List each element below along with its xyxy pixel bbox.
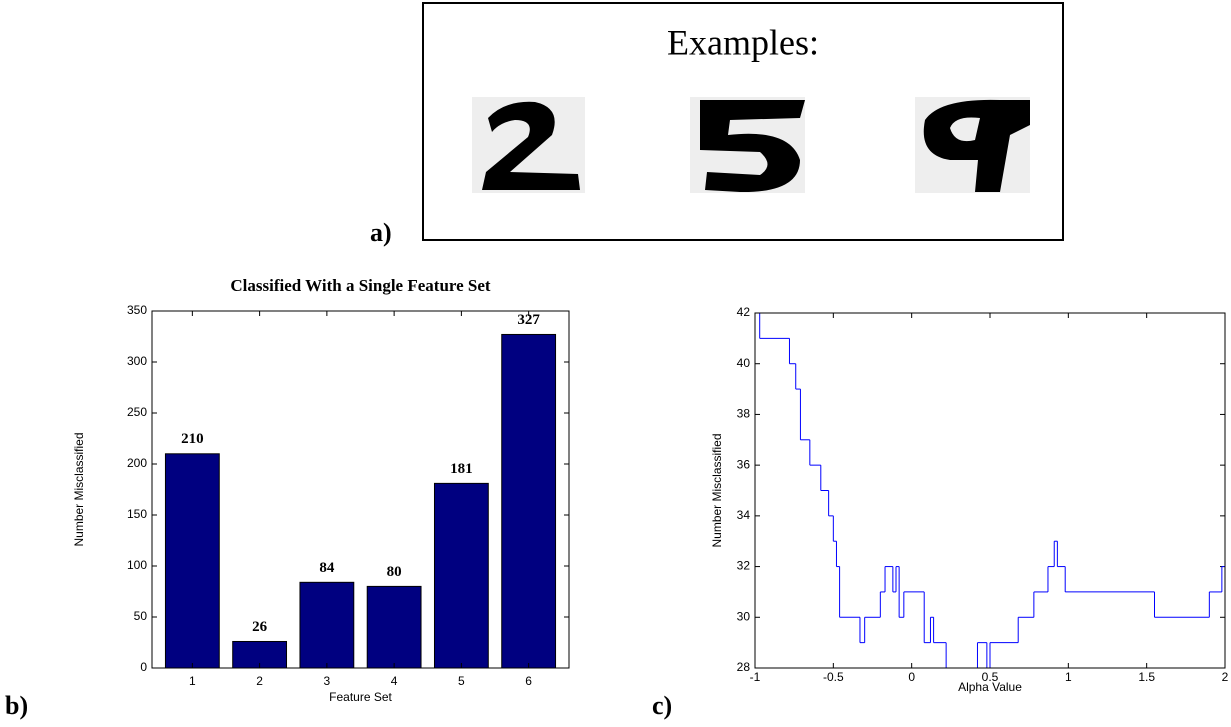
data-label: 84 — [319, 560, 335, 576]
y-tick-label: 28 — [737, 660, 751, 674]
y-tick-label: 36 — [737, 457, 751, 471]
y-tick-label: 200 — [127, 456, 147, 470]
x-axis-label: Feature Set — [329, 690, 392, 704]
x-tick-label: 1 — [189, 674, 196, 688]
x-tick-label: -1 — [750, 670, 761, 684]
y-tick-label: 250 — [127, 405, 147, 419]
bar — [501, 333, 557, 669]
bar — [299, 581, 355, 669]
examples-title: Examples: — [667, 22, 819, 62]
y-axis-label: Number Misclassified — [710, 433, 724, 547]
x-tick-label: 2 — [256, 674, 263, 688]
y-tick-label: 150 — [127, 507, 147, 521]
x-tick-label: 2 — [1222, 670, 1229, 684]
x-tick-label: 0.5 — [982, 670, 999, 684]
x-tick-label: 6 — [525, 674, 532, 688]
x-tick-label: 5 — [458, 674, 465, 688]
y-tick-label: 30 — [737, 609, 751, 623]
chart-title: Classified With a Single Feature Set — [230, 276, 491, 295]
panel-label: c) — [652, 691, 672, 720]
data-label: 210 — [181, 431, 204, 447]
plot-frame — [151, 310, 570, 669]
y-tick-label: 50 — [134, 609, 148, 623]
y-tick-label: 350 — [127, 303, 147, 317]
y-tick-label: 300 — [127, 354, 147, 368]
y-tick-label: 38 — [737, 407, 751, 421]
digit-image — [915, 97, 1030, 193]
data-label: 181 — [450, 461, 473, 477]
examples-box — [422, 2, 1064, 241]
x-tick-label: 1.5 — [1138, 670, 1155, 684]
x-tick-label: -0.5 — [823, 670, 844, 684]
panel-label: a) — [370, 218, 392, 247]
y-tick-label: 0 — [140, 660, 147, 674]
x-tick-label: 4 — [391, 674, 398, 688]
digit-image — [472, 97, 585, 193]
bar — [366, 585, 422, 669]
x-tick-label: 3 — [324, 674, 331, 688]
y-tick-label: 34 — [737, 508, 751, 522]
data-label: 80 — [387, 564, 402, 580]
panel-label: b) — [5, 691, 28, 720]
data-label: 327 — [517, 312, 540, 328]
y-tick-label: 32 — [737, 559, 751, 573]
x-tick-label: 1 — [1065, 670, 1072, 684]
plot-frame — [754, 312, 1226, 669]
y-axis-label: Number Misclassified — [72, 432, 86, 546]
y-tick-label: 100 — [127, 558, 147, 572]
bar — [433, 482, 489, 669]
x-axis-label: Alpha Value — [958, 680, 1022, 694]
bar — [164, 453, 220, 669]
y-tick-label: 40 — [737, 356, 751, 370]
x-tick-label: 0 — [908, 670, 915, 684]
data-label: 26 — [252, 619, 268, 635]
digit-image — [690, 97, 805, 193]
y-tick-label: 42 — [737, 305, 751, 319]
